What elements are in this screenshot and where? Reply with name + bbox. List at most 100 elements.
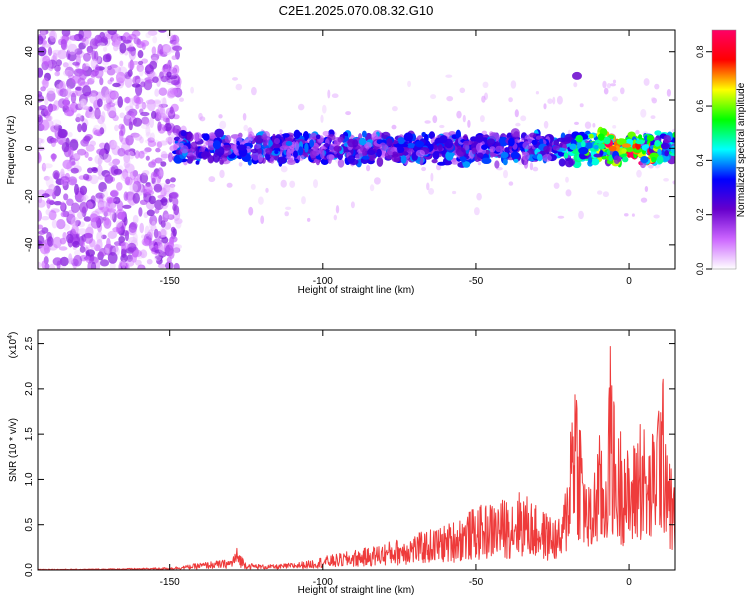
spectrogram-cell bbox=[102, 54, 111, 63]
spectrogram-y-label: Frequency (Hz) bbox=[6, 116, 17, 185]
spectrogram-cell bbox=[285, 206, 292, 210]
spectrogram-cell bbox=[108, 161, 118, 167]
spectrogram-cell bbox=[397, 137, 405, 145]
spectrogram-cell bbox=[569, 143, 577, 150]
spectrogram-cell bbox=[97, 98, 103, 108]
colorbar-frame bbox=[711, 29, 737, 270]
spectrogram-cell bbox=[41, 216, 50, 221]
y-tick-label: 2.0 bbox=[24, 381, 35, 395]
spectrogram-cell bbox=[118, 212, 125, 220]
spectrogram-cell bbox=[132, 214, 139, 224]
spectrogram-cell bbox=[146, 209, 155, 217]
x-tick-label: -100 bbox=[313, 276, 333, 287]
spectrogram-cell bbox=[149, 214, 158, 226]
spectrogram-cell bbox=[508, 97, 513, 103]
spectrogram-cell bbox=[392, 151, 398, 156]
spectrogram-cell bbox=[251, 86, 257, 96]
spectrogram-cell bbox=[649, 152, 659, 160]
spectrogram-cell bbox=[138, 60, 144, 65]
y-tick-label: 2.5 bbox=[24, 336, 35, 350]
colorbar: 0.0 0.2 0.4 0.6 0.8 Normalized spectral ampl… bbox=[695, 29, 747, 275]
spectrogram-cell bbox=[265, 147, 273, 155]
spectrogram-cell bbox=[140, 124, 150, 130]
spectrogram-cell bbox=[654, 83, 660, 90]
spectrogram-cell bbox=[79, 201, 89, 214]
spectrogram-cell bbox=[77, 211, 84, 220]
spectrogram-cell bbox=[640, 156, 649, 164]
spectrogram-cell bbox=[337, 136, 344, 143]
spectrogram-cell bbox=[52, 49, 62, 56]
spectrogram-cell bbox=[482, 81, 489, 89]
spectrogram-cell bbox=[141, 101, 147, 110]
spectrogram-cell bbox=[145, 125, 151, 137]
spectrogram-cell bbox=[98, 181, 107, 193]
spectrogram-cell bbox=[38, 114, 44, 125]
spectrogram-cell bbox=[67, 209, 75, 222]
spectrogram-cell bbox=[57, 128, 68, 139]
spectrogram-cell bbox=[250, 183, 256, 190]
spectrogram-cell bbox=[120, 265, 127, 269]
spectrogram-cell bbox=[362, 147, 368, 158]
spectrogram-cell bbox=[110, 190, 118, 197]
spectrogram-cell bbox=[426, 182, 430, 191]
spectrogram-cell bbox=[168, 250, 175, 259]
spectrogram-cell bbox=[73, 254, 83, 267]
spectrogram-cell bbox=[553, 182, 560, 189]
spectrogram-cell bbox=[286, 149, 291, 157]
spectrogram-cell bbox=[261, 134, 268, 140]
spectrogram-cell bbox=[38, 230, 46, 235]
spectrogram-cell bbox=[298, 146, 304, 156]
spectrogram-cell bbox=[42, 77, 49, 89]
spectrogram-cell bbox=[531, 139, 538, 145]
spectrogram-cell bbox=[138, 103, 147, 109]
spectrogram-cell bbox=[51, 119, 62, 127]
spectrogram-cell bbox=[124, 76, 133, 88]
colorbar-ticks: 0.0 0.2 0.4 0.6 0.8 bbox=[695, 45, 712, 275]
spectrogram-cell bbox=[80, 240, 85, 248]
spectrogram-cell bbox=[636, 169, 642, 178]
spectrogram-cell bbox=[238, 162, 243, 167]
spectrogram-cell bbox=[122, 169, 129, 180]
spectrogram-cell bbox=[128, 151, 135, 160]
spectrogram-cell bbox=[573, 82, 578, 88]
y-tick-label: -20 bbox=[24, 189, 35, 204]
spectrogram-cell bbox=[529, 132, 537, 138]
spectrogram-cell bbox=[486, 138, 496, 145]
spectrogram-cell bbox=[112, 82, 121, 88]
spectrogram-cell bbox=[624, 213, 629, 217]
spectrogram-cell bbox=[262, 137, 268, 147]
spectrogram-cell bbox=[70, 92, 77, 104]
spectrogram-cell bbox=[119, 112, 125, 119]
colorbar-gradient bbox=[712, 30, 736, 269]
spectrogram-cell bbox=[620, 87, 625, 95]
spectrogram-cell bbox=[301, 196, 306, 205]
spectrogram-cell bbox=[66, 86, 72, 98]
spectrogram-cell bbox=[175, 220, 182, 229]
spectrogram-cell bbox=[253, 144, 262, 149]
spectrogram-cell bbox=[56, 59, 62, 67]
spectrogram-cell bbox=[190, 86, 195, 94]
spectrogram-cell bbox=[75, 113, 82, 123]
spectrogram-cell bbox=[45, 176, 54, 188]
spectrogram-cell bbox=[139, 222, 144, 234]
snr-y-scale: (x104) bbox=[7, 332, 19, 359]
spectrogram-cell bbox=[115, 71, 126, 84]
spectrogram-cell bbox=[289, 180, 296, 188]
spectrogram-cell bbox=[94, 154, 104, 165]
spectrogram-cell bbox=[313, 179, 318, 189]
spectrogram-cell bbox=[586, 142, 593, 149]
y-tick-label: 1.0 bbox=[24, 472, 35, 486]
spectrogram-cell bbox=[207, 155, 215, 164]
spectrogram-cell bbox=[122, 204, 132, 209]
spectrogram-cell bbox=[132, 192, 140, 204]
spectrogram-cell bbox=[107, 252, 118, 264]
spectrogram-cell bbox=[477, 162, 481, 166]
spectrogram-cell bbox=[169, 183, 176, 188]
spectrogram-cell bbox=[131, 112, 136, 119]
colorbar-tick-label: 0.2 bbox=[695, 208, 705, 221]
spectrogram-cell bbox=[616, 138, 627, 146]
x-tick-label: 0 bbox=[626, 276, 632, 287]
colorbar-tick-label: 0.4 bbox=[695, 154, 705, 167]
spectrogram-cell bbox=[186, 132, 194, 142]
spectrogram-cell bbox=[588, 133, 594, 139]
